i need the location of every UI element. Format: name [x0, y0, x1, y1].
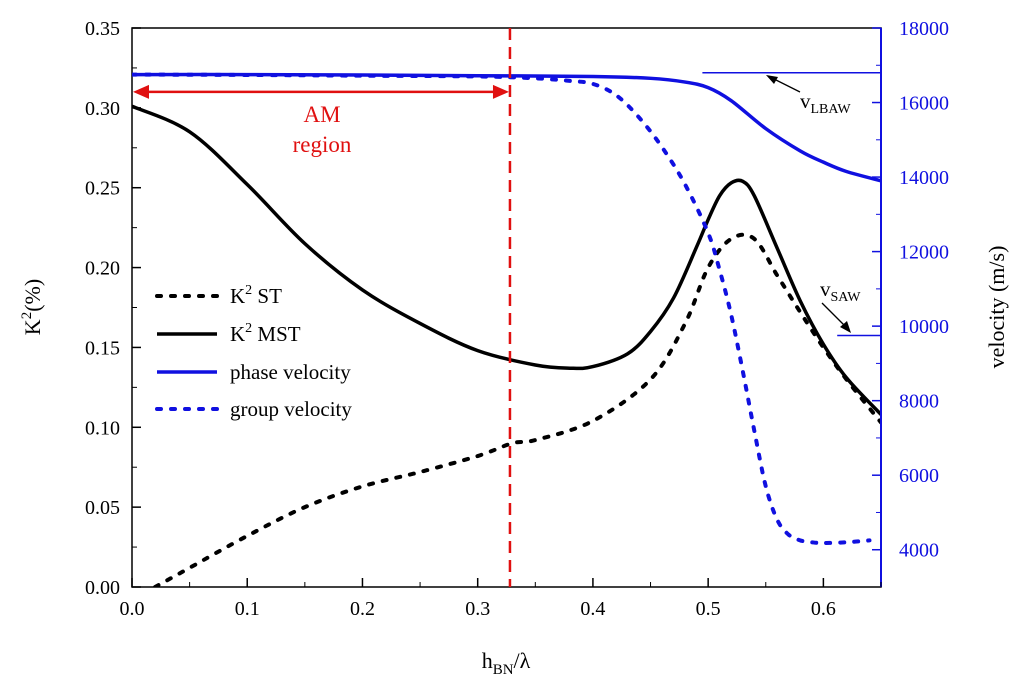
right-axis-title: velocity (m/s): [984, 246, 1009, 369]
v-lbaw-pointer-arrow: [771, 77, 801, 93]
x-tick-label: 0.6: [811, 598, 836, 620]
left-axis-ticks: 0.00 0.05 0.10 0.15 0.20 0.25 0.30 0.35: [85, 18, 141, 599]
v-saw-pointer-arrowhead: [840, 321, 851, 333]
legend: K2 ST K2 MST phase velocity group veloci…: [155, 283, 352, 421]
left-tick-label: 0.15: [85, 337, 120, 359]
series-k-mst-line: [132, 104, 881, 416]
x-tick-label: 0.1: [235, 598, 260, 620]
legend-label-k2-st: K2 ST: [230, 283, 282, 308]
right-tick-label: 4000: [899, 540, 939, 562]
left-tick-label: 0.05: [85, 497, 120, 519]
x-tick-label: 0.0: [120, 598, 145, 620]
right-tick-label: 8000: [899, 391, 939, 413]
right-tick-label: 6000: [899, 465, 939, 487]
x-tick-label: 0.5: [696, 598, 721, 620]
x-axis-ticks: 0.0 0.1 0.2 0.3 0.4 0.5 0.6: [120, 578, 882, 620]
am-region-annotation: AM region: [133, 28, 512, 587]
v-saw-pointer-arrow: [821, 302, 847, 328]
v-lbaw-label: vLBAW: [800, 89, 851, 117]
left-tick-label: 0.30: [85, 98, 120, 120]
legend-label-k2-mst: K2 MST: [230, 321, 301, 346]
x-axis-title: hBN/λ: [482, 648, 531, 678]
left-tick-label: 0.35: [85, 18, 120, 40]
series-k-st-line: [153, 232, 881, 587]
right-tick-label: 14000: [899, 167, 949, 189]
left-tick-label: 0.10: [85, 417, 120, 439]
x-tick-label: 0.3: [465, 598, 490, 620]
series-group-velocity-line: [132, 72, 872, 546]
right-tick-label: 16000: [899, 93, 949, 115]
left-axis-title: K2(%): [19, 279, 45, 335]
left-tick-label: 0.00: [85, 577, 120, 599]
am-region-arrowhead-left: [133, 84, 149, 99]
reference-annotations: vLBAW vSAW: [702, 71, 881, 337]
v-lbaw-pointer-arrowhead: [766, 75, 778, 84]
series-phase-velocity-line: [132, 72, 881, 183]
am-region-label-line1: AM: [303, 102, 340, 127]
right-axis-ticks: 4000 6000 8000 10000 12000 14000 16000 18000: [872, 18, 949, 562]
x-tick-label: 0.2: [350, 598, 375, 620]
left-tick-label: 0.25: [85, 178, 120, 200]
am-region-arrowhead-right: [492, 84, 509, 99]
am-region-label-line2: region: [293, 132, 352, 157]
series-layer: [132, 72, 881, 587]
right-tick-label: 10000: [899, 316, 949, 338]
left-tick-label: 0.20: [85, 258, 120, 280]
x-tick-label: 0.4: [580, 598, 605, 620]
v-saw-label: vSAW: [820, 277, 861, 305]
right-tick-label: 12000: [899, 242, 949, 264]
right-tick-label: 18000: [899, 18, 949, 40]
axes: 0.0 0.1 0.2 0.3 0.4 0.5 0.6 0.000.050.100.150.…: [85, 18, 949, 620]
legend-label-group-velocity: group velocity: [230, 397, 352, 421]
legend-label-phase-velocity: phase velocity: [230, 360, 351, 384]
